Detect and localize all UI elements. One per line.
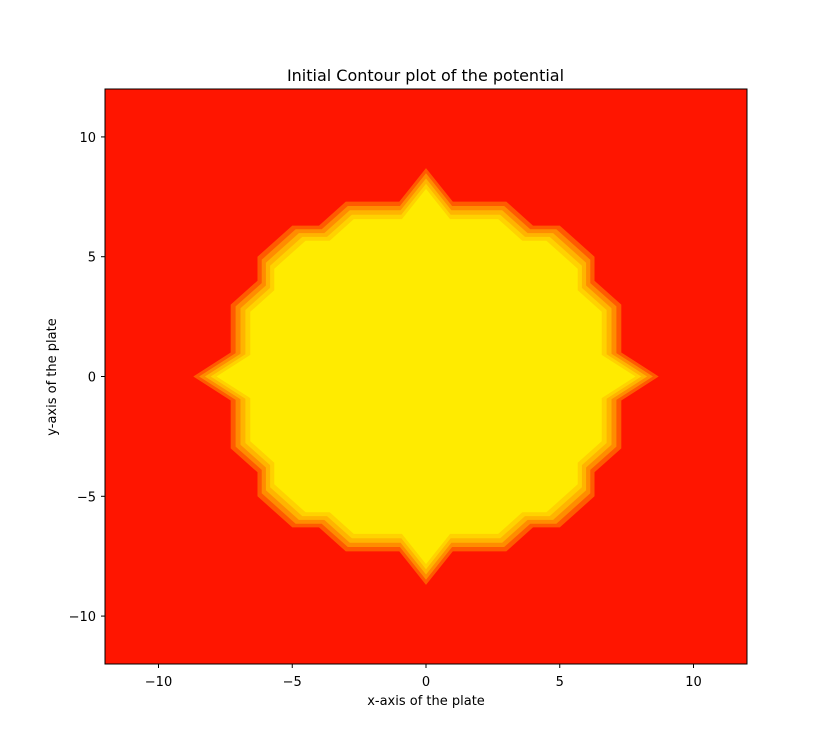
x-tick-label: −10: [145, 675, 172, 690]
y-axis-ticks: −10 −5 0 5 10: [69, 131, 105, 625]
x-axis-ticks: −10 −5 0 5 10: [145, 664, 702, 690]
x-axis-title: x-axis of the plate: [367, 694, 485, 709]
x-tick-label: 10: [685, 675, 702, 690]
y-tick-label: 10: [79, 131, 96, 146]
plot-area: [105, 89, 747, 664]
y-tick-label: −10: [69, 610, 96, 625]
x-tick-label: 0: [422, 675, 430, 690]
x-tick-label: 5: [556, 675, 564, 690]
y-axis-title: y-axis of the plate: [45, 318, 60, 435]
y-tick-label: 5: [88, 251, 96, 266]
inner-potential-region: [216, 188, 636, 565]
x-tick-label: −5: [283, 675, 302, 690]
contour-bands: [193, 168, 659, 585]
chart-title: Initial Contour plot of the potential: [287, 66, 564, 85]
y-tick-label: −5: [77, 490, 96, 505]
y-tick-label: 0: [88, 371, 96, 386]
